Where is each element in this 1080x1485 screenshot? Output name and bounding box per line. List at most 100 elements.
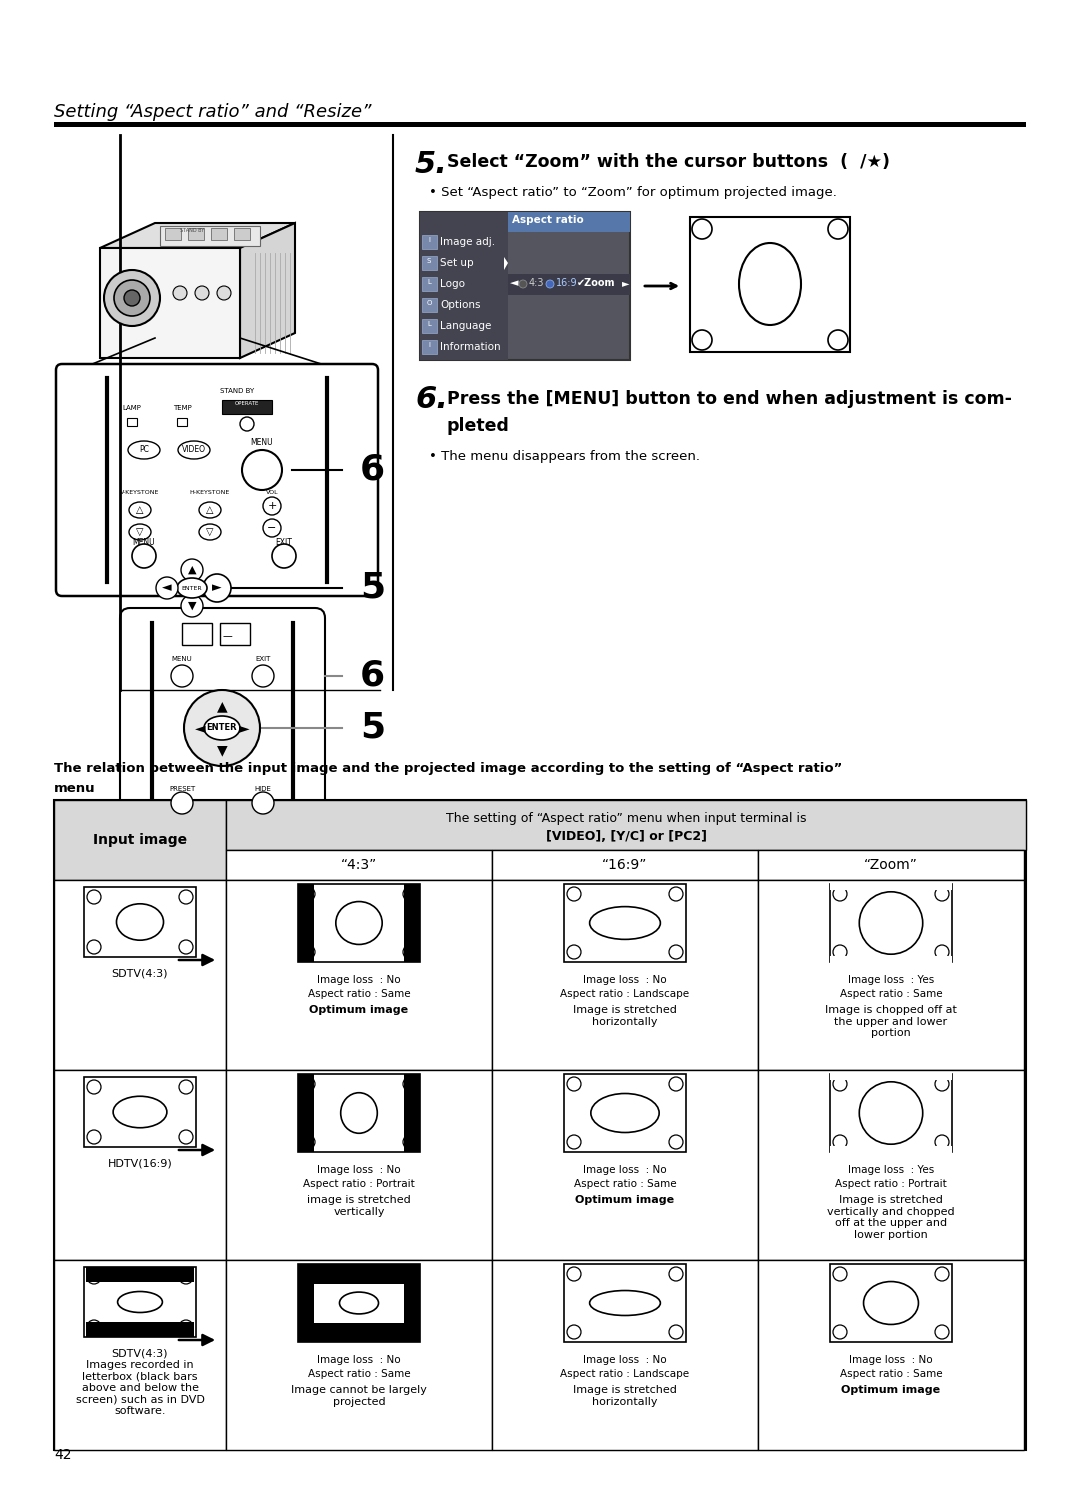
Bar	[226, 1259, 492, 1449]
Bar	[422, 255, 437, 270]
Text: Image loss  : No: Image loss : No	[583, 1166, 666, 1175]
Circle shape	[833, 1325, 847, 1339]
Circle shape	[87, 1130, 102, 1143]
Text: 5: 5	[360, 572, 386, 604]
Bar	[422, 340, 437, 353]
Circle shape	[264, 518, 281, 538]
Ellipse shape	[340, 1093, 377, 1133]
Text: 5.: 5.	[415, 150, 448, 180]
Circle shape	[132, 544, 156, 567]
Text: Logo: Logo	[440, 279, 465, 290]
Text: “Zoom”: “Zoom”	[864, 858, 918, 872]
Circle shape	[403, 944, 417, 959]
Circle shape	[567, 887, 581, 901]
Bar	[492, 849, 758, 881]
Text: ▽: ▽	[206, 527, 214, 538]
Circle shape	[403, 887, 417, 901]
Text: Optimum image: Optimum image	[310, 1005, 408, 1016]
Bar	[298, 1264, 420, 1342]
Bar	[54, 881, 226, 1071]
Text: ▼: ▼	[188, 601, 197, 610]
Circle shape	[203, 575, 231, 601]
Bar	[226, 881, 492, 1071]
Text: Image is stretched
vertically and chopped
off at the upper and
lower portion: Image is stretched vertically and choppe…	[827, 1195, 955, 1240]
Circle shape	[301, 1135, 315, 1149]
Bar	[84, 1077, 195, 1146]
Ellipse shape	[199, 502, 221, 518]
Circle shape	[935, 1267, 949, 1282]
Text: MENU: MENU	[251, 438, 273, 447]
Text: ▲: ▲	[217, 699, 227, 713]
Circle shape	[240, 417, 254, 431]
Text: Aspect ratio : Landscape: Aspect ratio : Landscape	[561, 1369, 689, 1380]
Bar	[127, 417, 137, 426]
Text: Image loss  : No: Image loss : No	[318, 1354, 401, 1365]
Text: pleted: pleted	[447, 417, 510, 435]
Circle shape	[179, 1080, 193, 1094]
Text: 6.: 6.	[415, 385, 448, 414]
Text: Aspect ratio : Same: Aspect ratio : Same	[308, 1369, 410, 1380]
Text: VOL: VOL	[266, 490, 279, 495]
Bar	[226, 849, 492, 881]
Text: 5: 5	[360, 711, 386, 745]
Circle shape	[833, 944, 847, 959]
Bar	[84, 1267, 195, 1336]
Text: +: +	[268, 500, 276, 511]
Text: Optimum image: Optimum image	[576, 1195, 675, 1204]
Bar	[100, 248, 240, 358]
Bar	[564, 1074, 686, 1152]
Text: Aspect ratio : Same: Aspect ratio : Same	[839, 989, 943, 999]
Bar	[54, 800, 1026, 1449]
Circle shape	[301, 1267, 315, 1282]
Circle shape	[179, 1320, 193, 1334]
Bar	[404, 884, 420, 962]
Circle shape	[252, 665, 274, 688]
Text: ▲: ▲	[188, 564, 197, 575]
Bar	[298, 1074, 314, 1152]
Text: STAND BY: STAND BY	[220, 388, 254, 394]
Text: 6: 6	[360, 453, 386, 487]
Circle shape	[669, 1267, 683, 1282]
Circle shape	[935, 1325, 949, 1339]
Text: Press the [MENU] button to end when adjustment is com-: Press the [MENU] button to end when adju…	[447, 391, 1012, 408]
Text: STAND BY: STAND BY	[180, 229, 204, 233]
Circle shape	[114, 281, 150, 316]
Text: TEMP: TEMP	[173, 405, 191, 411]
Text: MENU: MENU	[133, 538, 156, 546]
Circle shape	[195, 287, 210, 300]
Text: OPERATE: OPERATE	[234, 401, 259, 405]
Polygon shape	[100, 223, 295, 248]
Bar	[758, 1071, 1024, 1259]
Text: Aspect ratio : Landscape: Aspect ratio : Landscape	[561, 989, 689, 999]
Bar	[758, 849, 1024, 881]
Text: —: —	[222, 631, 232, 642]
Text: MENU: MENU	[172, 656, 192, 662]
Ellipse shape	[591, 1093, 659, 1133]
Bar	[831, 1074, 951, 1152]
Circle shape	[173, 287, 187, 300]
Text: “4:3”: “4:3”	[341, 858, 377, 872]
Text: EXIT: EXIT	[255, 656, 271, 662]
Text: Image loss  : No: Image loss : No	[583, 976, 666, 985]
Circle shape	[567, 1135, 581, 1149]
Ellipse shape	[129, 441, 160, 459]
Ellipse shape	[113, 1096, 167, 1127]
Circle shape	[301, 1077, 315, 1091]
Circle shape	[403, 1325, 417, 1339]
Text: Language: Language	[440, 321, 491, 331]
Text: 4:3: 4:3	[529, 278, 544, 288]
Text: Optimum image: Optimum image	[841, 1386, 941, 1394]
Ellipse shape	[590, 1290, 660, 1316]
Bar	[84, 887, 195, 956]
Text: ▽: ▽	[136, 527, 144, 538]
Circle shape	[301, 944, 315, 959]
Bar	[54, 1071, 226, 1259]
Text: “16:9”: “16:9”	[603, 858, 648, 872]
Bar	[54, 122, 1026, 128]
Circle shape	[124, 290, 140, 306]
Bar	[831, 882, 951, 890]
Text: Image is chopped off at
the upper and lower
portion: Image is chopped off at the upper and lo…	[825, 1005, 957, 1038]
Circle shape	[833, 887, 847, 901]
Bar	[564, 1264, 686, 1342]
Bar	[211, 229, 227, 241]
